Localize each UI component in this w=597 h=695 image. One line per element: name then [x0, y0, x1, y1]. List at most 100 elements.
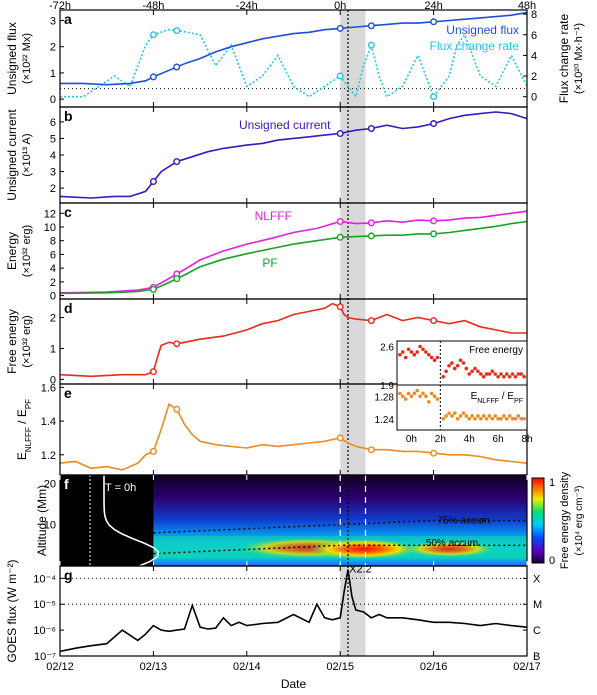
inset-free-energy-point: [470, 369, 474, 374]
unsigned-current-marker: [336, 129, 344, 137]
inset-ratio-point: [398, 391, 402, 396]
e-tick-label: 1.2: [41, 450, 56, 462]
a-left-tick-label: 1: [50, 68, 56, 80]
b-tick-label: 3: [50, 167, 56, 179]
inset-ratio-point: [519, 416, 524, 421]
panel-d-letter: d: [64, 300, 73, 316]
altitude-profile-curve: [103, 474, 160, 567]
inset-free-energy-point: [516, 372, 521, 376]
legend-unsigned-current: Unsigned current: [239, 118, 331, 132]
energy-ratio-marker: [430, 449, 438, 457]
f-ylabel: Altitude (Mm): [35, 485, 49, 556]
g-tick-label: 10⁻⁵: [33, 599, 56, 611]
inset-free-energy-point: [447, 363, 451, 368]
inset-free-energy-point: [510, 372, 515, 376]
bottom-axis-tick-label: 02/16: [420, 661, 448, 673]
contour-50-label: 50% accum.: [426, 538, 481, 549]
inset-free-energy-point: [478, 372, 483, 376]
inset-ratio-point: [403, 397, 408, 401]
inset-free-energy-point: [398, 352, 402, 357]
c-yunit: (×10³² erg): [21, 225, 33, 277]
inset-ratio-point: [400, 394, 405, 399]
flare-label: X2.2: [349, 563, 372, 575]
inset-xtick-label: 4h: [464, 434, 475, 445]
free-energy-marker: [367, 317, 375, 325]
c-tick-label: 8: [50, 236, 56, 248]
d-tick-label: 2: [50, 313, 56, 325]
panel-f-heatmap: 75% accum. 50% accum. T = 0h: [60, 474, 527, 567]
inset-ratio-point: [461, 411, 466, 415]
energy-ratio-marker: [367, 446, 375, 454]
inset-ratio-point: [418, 394, 422, 399]
inset-ratio-point: [444, 414, 448, 418]
d-tick-label: 1: [50, 343, 56, 355]
b-tick-label: 4: [50, 150, 56, 162]
contour-75-label: 75% accum.: [437, 515, 492, 526]
inset-free-energy-point: [461, 361, 466, 365]
inset-free-energy-point: [519, 372, 524, 376]
inset-ratio-point: [478, 416, 483, 421]
inset-ytick-label: 1.24: [375, 415, 395, 426]
inset-free-energy-point: [481, 374, 486, 379]
g-ylabel: GOES flux (W m⁻²): [5, 560, 19, 663]
a-yunit2: (×10²⁰ Mx·h⁻¹): [573, 23, 585, 94]
f-tick-label: 20: [44, 478, 56, 490]
inset-free-energy-point: [502, 374, 506, 379]
a-left-tick-label: 3: [50, 15, 56, 27]
inset-free-energy-point: [467, 372, 472, 376]
heatmap-hotspot: [404, 541, 495, 557]
a-right-tick-label: 8: [531, 9, 537, 21]
top-axis-tick-label: -48h: [142, 0, 164, 12]
panel-b-letter: b: [64, 108, 73, 124]
inset-ratio-point: [516, 414, 521, 418]
b-ylabel: Unsigned current: [5, 109, 19, 201]
c-ylabel: Energy: [5, 232, 19, 270]
inset-xtick-label: 6h: [493, 434, 504, 445]
nlfff-marker: [367, 219, 375, 227]
panel-g: 10⁻⁴ 10⁻⁵ 10⁻⁶ 10⁻⁷ X M C B X2.2 GOES flux (W m⁻²…: [5, 560, 542, 664]
a-right-tick-label: 0: [531, 92, 537, 104]
nlfff-marker: [336, 218, 344, 226]
inset-ratio-point: [412, 391, 417, 396]
inset-free-energy-point: [450, 361, 454, 365]
panel-c: 0 2 4 68 10 12 NLFFF PF Energy (×10³² erg): [5, 208, 528, 303]
inset-free-energy-point: [452, 366, 457, 371]
inset-ratio-point: [499, 416, 503, 421]
inset-ratio-point: [487, 414, 492, 418]
inset-ratio-point: [415, 388, 420, 393]
inset-ratio-point: [432, 394, 437, 399]
inset-free-energy-point: [458, 358, 463, 363]
inset-ratio-point: [467, 416, 472, 421]
inset-title-ratio: ENLFFF / EPF: [471, 391, 523, 405]
flux-change-rate-marker: [430, 93, 438, 101]
inset-free-energy-point: [424, 350, 428, 354]
free-energy-marker: [430, 317, 438, 325]
inset-free-energy-point: [409, 350, 414, 354]
time-label: T = 0h: [105, 482, 136, 494]
top-axis-tick-label: 0h: [334, 0, 346, 12]
inset-ratio-point: [455, 416, 460, 421]
inset-ratio-point: [447, 411, 451, 415]
unsigned-flux-marker: [430, 18, 438, 26]
inset-ratio-point: [450, 414, 454, 418]
flux-change-rate-marker: [367, 41, 375, 49]
label-nlfff: NLFFF: [255, 209, 292, 223]
b-tick-label: 2: [50, 183, 56, 195]
unsigned-flux-marker: [149, 73, 157, 81]
inset-free-energy-point: [429, 355, 434, 360]
nlfff-series: [59, 210, 528, 294]
bottom-axis-tick-label: 02/13: [140, 661, 168, 673]
b-tick-label: 6: [50, 117, 56, 129]
legend-flux-change-rate: Flux change rate: [430, 39, 520, 53]
colorbar: 0 1 Free energy density (×10⁴ erg cm⁻³): [531, 471, 585, 569]
c-tick-label: 2: [50, 277, 56, 289]
goes-class-label: B: [533, 651, 540, 663]
a-yunit: (×10²² Mx): [21, 33, 33, 84]
panel-f-letter: f: [64, 476, 69, 492]
a-right-tick-label: 2: [531, 71, 537, 83]
top-axis-tick-label: -72h: [49, 0, 71, 12]
colorbar-gradient: [531, 477, 545, 564]
inset-ratio-point: [458, 414, 463, 418]
inset-free-energy-point: [496, 374, 500, 379]
